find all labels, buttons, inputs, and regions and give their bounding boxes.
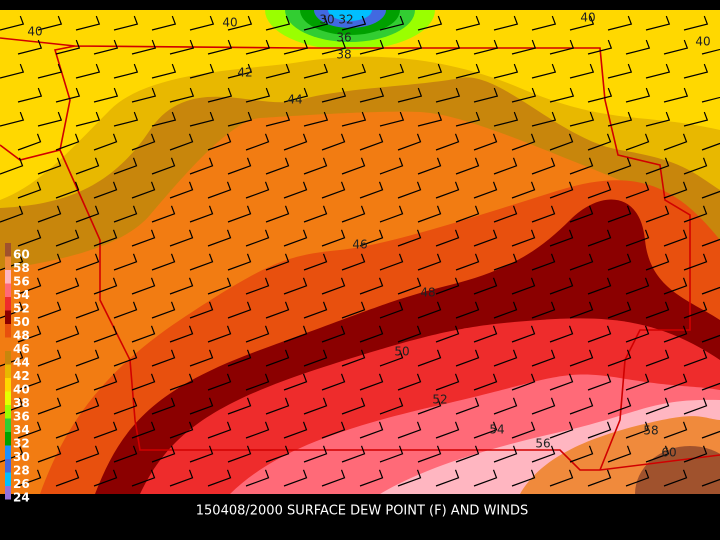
- legend-label: 26: [13, 477, 30, 491]
- legend-label: 54: [13, 288, 30, 302]
- contour-label: 40: [222, 16, 237, 30]
- legend-swatch: [5, 391, 11, 405]
- contour-label: 40: [27, 25, 42, 39]
- legend-swatch: [5, 297, 11, 311]
- legend-swatch: [5, 270, 11, 284]
- legend-label: 60: [13, 248, 30, 262]
- legend-swatch: [5, 310, 11, 324]
- contour-label: 50: [394, 345, 409, 359]
- legend-swatch: [5, 472, 11, 486]
- contour-label: 42: [237, 66, 252, 80]
- legend-swatch: [5, 364, 11, 378]
- contour-label: 32: [338, 13, 353, 27]
- legend-label: 48: [13, 329, 30, 343]
- contour-label: 40: [695, 35, 710, 49]
- legend-label: 38: [13, 396, 30, 410]
- contour-label: 44: [287, 93, 302, 107]
- legend-label: 44: [13, 356, 30, 370]
- contour-label: 36: [336, 31, 351, 45]
- wind-barbs: [0, 15, 720, 487]
- contour-label: 56: [535, 437, 550, 451]
- legend-swatch: [5, 378, 11, 392]
- contour-label: 38: [336, 48, 351, 62]
- contour-label: 40: [580, 11, 595, 25]
- state-borders: [0, 37, 720, 471]
- legend-swatch: [5, 432, 11, 446]
- legend-label: 34: [13, 423, 30, 437]
- legend-swatch: [5, 486, 11, 500]
- legend-swatch: [5, 243, 11, 257]
- legend-label: 36: [13, 410, 30, 424]
- legend-swatch: [5, 405, 11, 419]
- legend-label: 46: [13, 342, 30, 356]
- legend-label: 50: [13, 315, 30, 329]
- contour-label: 52: [432, 393, 447, 407]
- caption: 150408/2000 SURFACE DEW POINT (F) AND WI…: [196, 504, 529, 519]
- contour-label: 46: [352, 238, 367, 252]
- legend-label: 28: [13, 464, 30, 478]
- legend-swatch: [5, 283, 11, 297]
- contour-label: 48: [420, 286, 435, 300]
- legend-swatch: [5, 459, 11, 473]
- legend-label: 56: [13, 275, 30, 289]
- legend-label: 30: [13, 450, 30, 464]
- contour-label: 58: [643, 424, 658, 438]
- contour-label: 30: [319, 13, 334, 27]
- legend-swatch: [5, 351, 11, 365]
- contour-label: 60: [661, 446, 676, 460]
- legend-label: 42: [13, 369, 30, 383]
- legend-label: 52: [13, 302, 30, 316]
- contour-label: 54: [489, 423, 504, 437]
- legend-label: 40: [13, 383, 30, 397]
- legend-swatch: [5, 418, 11, 432]
- legend-label: 24: [13, 491, 30, 505]
- legend-swatch: [5, 445, 11, 459]
- legend-label: 58: [13, 261, 30, 275]
- legend-swatch: [5, 256, 11, 270]
- legend-label: 32: [13, 437, 30, 451]
- dewpoint-region: [328, 10, 372, 21]
- legend-swatch: [5, 324, 11, 338]
- legend-swatch: [5, 337, 11, 351]
